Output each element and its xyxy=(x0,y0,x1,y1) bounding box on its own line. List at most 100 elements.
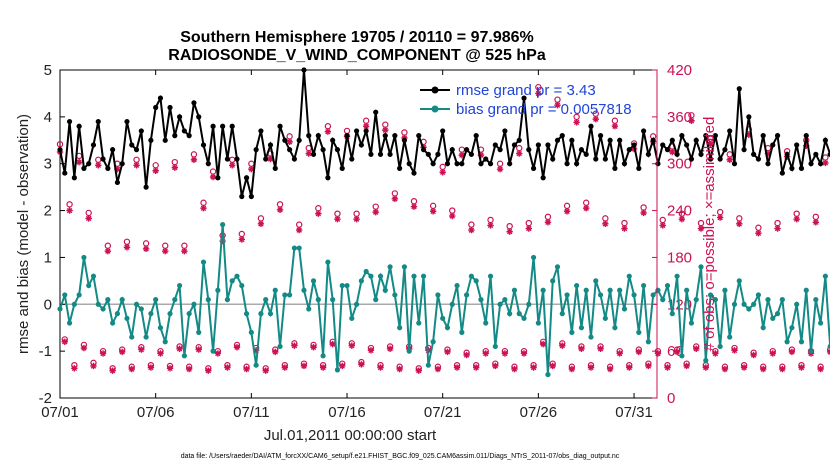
assimilated-count-marker xyxy=(544,219,552,226)
bias-point xyxy=(315,297,321,303)
assimilated-count-marker xyxy=(267,155,274,163)
rmse-point xyxy=(540,175,546,181)
y-right-tick-label: 240 xyxy=(667,203,692,220)
assimilated-count-marker xyxy=(104,247,112,255)
bias-point xyxy=(827,343,830,350)
assimilated-count-marker xyxy=(162,247,169,255)
assimilated-count-marker xyxy=(793,215,800,223)
rmse-point xyxy=(153,104,159,111)
rmse-point xyxy=(420,147,427,153)
bias-point xyxy=(243,311,250,317)
bias-point xyxy=(483,320,489,326)
bias-point xyxy=(712,297,718,303)
bias-point xyxy=(90,273,97,279)
rmse-point xyxy=(358,142,364,148)
bias-point xyxy=(588,334,594,340)
bias-point xyxy=(162,339,168,345)
rmse-point xyxy=(110,147,116,153)
assimilated-count-marker xyxy=(458,151,466,159)
assimilated-count-marker xyxy=(654,350,662,357)
legend-bias-marker xyxy=(431,105,439,113)
assimilated-count-marker xyxy=(803,142,810,149)
bias-point xyxy=(574,282,580,289)
assimilated-count-marker xyxy=(257,220,265,228)
rmse-series-line xyxy=(59,69,830,197)
assimilated-count-marker xyxy=(520,350,528,357)
bias-point xyxy=(229,278,235,284)
bias-point xyxy=(459,329,465,335)
bias-point xyxy=(148,311,154,317)
assimilated-count-marker xyxy=(276,206,284,213)
assimilated-count-marker xyxy=(721,365,729,373)
y-tick-label: 2 xyxy=(44,203,52,220)
bias-point xyxy=(545,371,551,378)
rmse-point xyxy=(143,184,149,190)
bias-point xyxy=(191,301,197,307)
legend-rmse-text: rmse grand pr = 3.43 xyxy=(456,82,596,99)
bias-point xyxy=(550,278,556,284)
bias-point xyxy=(516,311,522,317)
possible-count-marker xyxy=(535,83,542,91)
y-tick-label: -1 xyxy=(39,343,52,360)
y-tick-label: 0 xyxy=(44,296,52,313)
series-lines xyxy=(57,67,830,378)
assimilated-count-marker xyxy=(611,123,619,130)
y-tick-label: 3 xyxy=(44,156,52,173)
assimilated-count-marker xyxy=(621,225,628,232)
bias-point xyxy=(210,348,216,354)
y-tick-label: 1 xyxy=(44,249,52,266)
assimilated-count-marker xyxy=(176,345,183,352)
bias-point xyxy=(253,362,259,368)
assimilated-count-marker xyxy=(166,365,174,372)
assimilated-count-marker xyxy=(319,364,327,371)
bias-point xyxy=(57,306,63,312)
rmse-point xyxy=(641,128,647,134)
bias-point xyxy=(62,292,68,298)
bias-point xyxy=(602,315,608,321)
rmse-point xyxy=(157,95,164,101)
assimilated-count-marker xyxy=(410,203,418,210)
assimilated-count-marker xyxy=(559,342,566,349)
bias-point xyxy=(478,297,484,303)
rmse-point xyxy=(148,137,154,143)
assimilated-count-marker xyxy=(472,364,480,371)
bias-point xyxy=(607,287,613,293)
assimilated-count-marker xyxy=(123,244,131,251)
bias-point xyxy=(95,301,101,307)
rmse-point xyxy=(253,147,259,153)
rmse-point xyxy=(181,128,187,134)
rmse-point xyxy=(751,151,757,157)
bias-point xyxy=(660,297,666,303)
rmse-point xyxy=(588,123,594,129)
rmse-point xyxy=(559,133,565,139)
assimilated-count-marker xyxy=(272,348,279,356)
bias-point xyxy=(186,311,192,317)
rmse-point xyxy=(344,133,350,139)
bias-point xyxy=(306,306,312,312)
assimilated-count-marker xyxy=(324,128,332,135)
rmse-point xyxy=(176,114,183,120)
x-tick-label: 07/31 xyxy=(615,404,653,421)
assimilated-count-marker xyxy=(645,362,652,370)
rmse-point xyxy=(425,151,431,157)
legend-rmse-marker xyxy=(431,86,439,94)
assimilated-count-marker xyxy=(252,347,260,354)
assimilated-count-marker xyxy=(248,165,255,173)
assimilated-count-marker xyxy=(788,348,796,356)
rmse-point xyxy=(645,151,651,157)
assimilated-count-marker xyxy=(736,220,743,228)
rmse-point xyxy=(717,156,723,162)
assimilated-count-marker xyxy=(238,236,245,243)
assimilated-count-marker xyxy=(305,150,312,157)
bias-point xyxy=(320,353,326,359)
rmse-point xyxy=(220,123,226,129)
rmse-point xyxy=(535,142,541,148)
bias-point xyxy=(282,292,288,298)
assimilated-count-marker xyxy=(798,364,805,371)
bias-point xyxy=(760,325,766,331)
bias-point xyxy=(473,278,479,284)
possible-count-marker xyxy=(774,219,781,227)
bias-point xyxy=(382,287,388,293)
assimilated-count-marker xyxy=(477,151,485,159)
